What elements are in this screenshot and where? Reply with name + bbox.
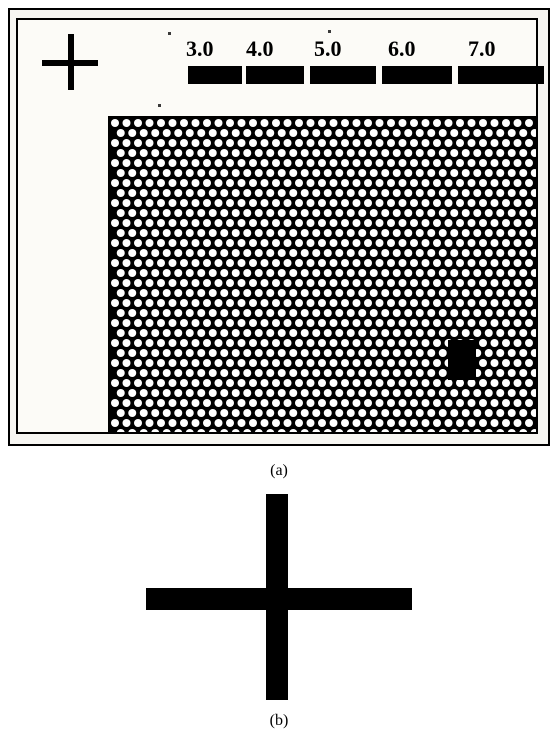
panel-a-outer-frame: 3.0 4.0 5.0 6.0 7.0 — [8, 8, 550, 446]
scale-label: 3.0 — [186, 36, 214, 62]
circle-packing-grid — [108, 116, 536, 432]
noise-speck — [158, 104, 161, 107]
cross-v-arm — [266, 494, 288, 700]
large-cross-icon — [146, 494, 412, 700]
scale-label: 7.0 — [468, 36, 496, 62]
panel-a-inner-frame: 3.0 4.0 5.0 6.0 7.0 — [16, 18, 538, 434]
scale-segments — [186, 66, 530, 86]
fiducial-cross-icon — [40, 32, 104, 96]
caption-a: (a) — [0, 462, 558, 480]
scale-bar: 3.0 4.0 5.0 6.0 7.0 — [186, 36, 530, 100]
grid-defect-region — [448, 340, 476, 380]
noise-speck — [168, 32, 171, 35]
noise-speck — [328, 30, 331, 33]
circle-grid-svg — [108, 116, 536, 432]
scale-labels: 3.0 4.0 5.0 6.0 7.0 — [186, 36, 530, 66]
scale-segment — [458, 66, 544, 84]
scale-label: 4.0 — [246, 36, 274, 62]
scale-segment — [382, 66, 452, 84]
scale-label: 6.0 — [388, 36, 416, 62]
scale-segment — [188, 66, 242, 84]
scale-segment — [246, 66, 304, 84]
scale-segment — [310, 66, 376, 84]
caption-b: (b) — [0, 712, 558, 730]
cross-v-arm — [68, 34, 74, 90]
scale-label: 5.0 — [314, 36, 342, 62]
